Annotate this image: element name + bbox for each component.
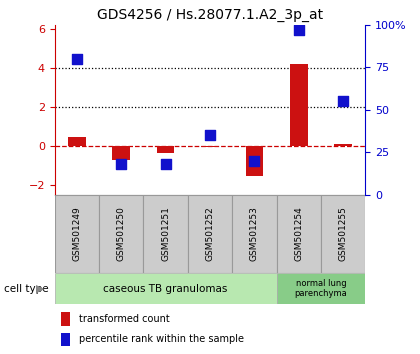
Text: transformed count: transformed count	[79, 314, 170, 324]
Bar	[232, 195, 277, 273]
Bar	[55, 195, 99, 273]
Bar	[99, 195, 143, 273]
Text: cell type: cell type	[4, 284, 49, 293]
Text: percentile rank within the sample: percentile rank within the sample	[79, 335, 244, 344]
Text: GSM501255: GSM501255	[339, 206, 348, 261]
Bar	[61, 312, 70, 326]
Text: normal lung
parenchyma: normal lung parenchyma	[294, 279, 347, 298]
Bar	[246, 146, 263, 176]
Bar	[277, 273, 365, 304]
Point	[118, 161, 125, 167]
Bar	[334, 143, 352, 146]
Title: GDS4256 / Hs.28077.1.A2_3p_at: GDS4256 / Hs.28077.1.A2_3p_at	[97, 8, 323, 22]
Text: GSM501254: GSM501254	[294, 206, 303, 261]
Point	[162, 161, 169, 167]
Bar	[143, 195, 188, 273]
Text: caseous TB granulomas: caseous TB granulomas	[103, 284, 228, 293]
Bar	[321, 195, 365, 273]
Bar	[290, 64, 308, 146]
Bar	[112, 146, 130, 160]
Bar	[188, 195, 232, 273]
Bar	[61, 333, 70, 346]
Point	[251, 158, 258, 164]
Point	[295, 27, 302, 33]
Bar	[277, 195, 321, 273]
Point	[340, 98, 346, 104]
Bar	[201, 146, 219, 147]
Text: GSM501249: GSM501249	[72, 206, 81, 261]
Text: ▶: ▶	[36, 284, 44, 293]
Bar	[157, 146, 174, 153]
Point	[207, 132, 213, 138]
Text: GSM501252: GSM501252	[205, 206, 215, 261]
Bar	[68, 137, 86, 146]
Text: GSM501251: GSM501251	[161, 206, 170, 261]
Text: GSM501253: GSM501253	[250, 206, 259, 261]
Text: GSM501250: GSM501250	[117, 206, 126, 261]
Bar	[55, 273, 277, 304]
Point	[74, 56, 80, 62]
